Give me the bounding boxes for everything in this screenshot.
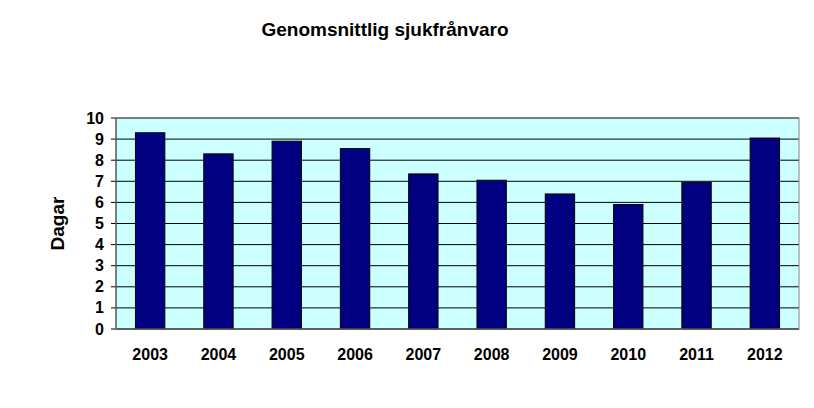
bar bbox=[340, 149, 369, 329]
y-tick bbox=[111, 244, 116, 245]
y-tick-label: 9 bbox=[95, 131, 104, 148]
x-tick-label: 2006 bbox=[337, 346, 373, 363]
y-tick bbox=[111, 286, 116, 287]
y-tick-label: 4 bbox=[95, 236, 104, 253]
y-tick-label: 3 bbox=[95, 257, 104, 274]
bar bbox=[204, 154, 233, 329]
y-tick bbox=[111, 139, 116, 140]
chart-title: Genomsnittlig sjukfrånvaro bbox=[261, 19, 508, 40]
plot-frame bbox=[116, 118, 799, 329]
bar bbox=[409, 174, 438, 329]
bars bbox=[135, 133, 779, 329]
y-tick bbox=[111, 223, 116, 224]
y-axis-label: Dagar bbox=[47, 196, 68, 250]
y-tick-label: 5 bbox=[95, 215, 104, 232]
y-tick bbox=[111, 329, 116, 330]
y-tick bbox=[111, 202, 116, 203]
plot-background bbox=[116, 118, 799, 329]
y-tick bbox=[111, 160, 116, 161]
y-tick bbox=[111, 181, 116, 182]
y-tick-label: 7 bbox=[95, 173, 104, 190]
y-tick-label: 0 bbox=[95, 321, 104, 338]
grid-line bbox=[116, 139, 799, 140]
y-tick-label: 6 bbox=[95, 194, 104, 211]
chart-container: 0 1 2 3 4 5 6 7 8 9 10 2003 2004 2005 2006 2007 2008 2009… bbox=[0, 0, 814, 408]
x-tick-label: 2007 bbox=[406, 346, 442, 363]
x-tick-label: 2012 bbox=[747, 346, 783, 363]
x-tick-label: 2005 bbox=[269, 346, 305, 363]
x-tick-label: 2004 bbox=[201, 346, 237, 363]
y-tick-label: 1 bbox=[95, 299, 104, 316]
bar bbox=[614, 205, 643, 329]
y-tick bbox=[111, 307, 116, 308]
bar bbox=[545, 194, 574, 329]
y-tick bbox=[111, 265, 116, 266]
bar bbox=[477, 180, 506, 329]
x-tick-label: 2011 bbox=[679, 346, 714, 363]
x-tick-label: 2008 bbox=[474, 346, 510, 363]
x-tick-label: 2003 bbox=[132, 346, 168, 363]
bar bbox=[750, 138, 779, 329]
y-tick-label: 10 bbox=[86, 110, 104, 127]
bar bbox=[135, 133, 164, 329]
y-tick-label: 8 bbox=[95, 152, 104, 169]
x-tick-label: 2010 bbox=[610, 346, 646, 363]
y-tick-label: 2 bbox=[95, 278, 104, 295]
x-tick-label: 2009 bbox=[542, 346, 578, 363]
chart-svg: 0 1 2 3 4 5 6 7 8 9 10 2003 2004 2005 2006 2007 2008 2009… bbox=[0, 0, 814, 408]
y-tick bbox=[111, 118, 116, 119]
bar bbox=[682, 182, 711, 329]
bar bbox=[272, 141, 301, 329]
